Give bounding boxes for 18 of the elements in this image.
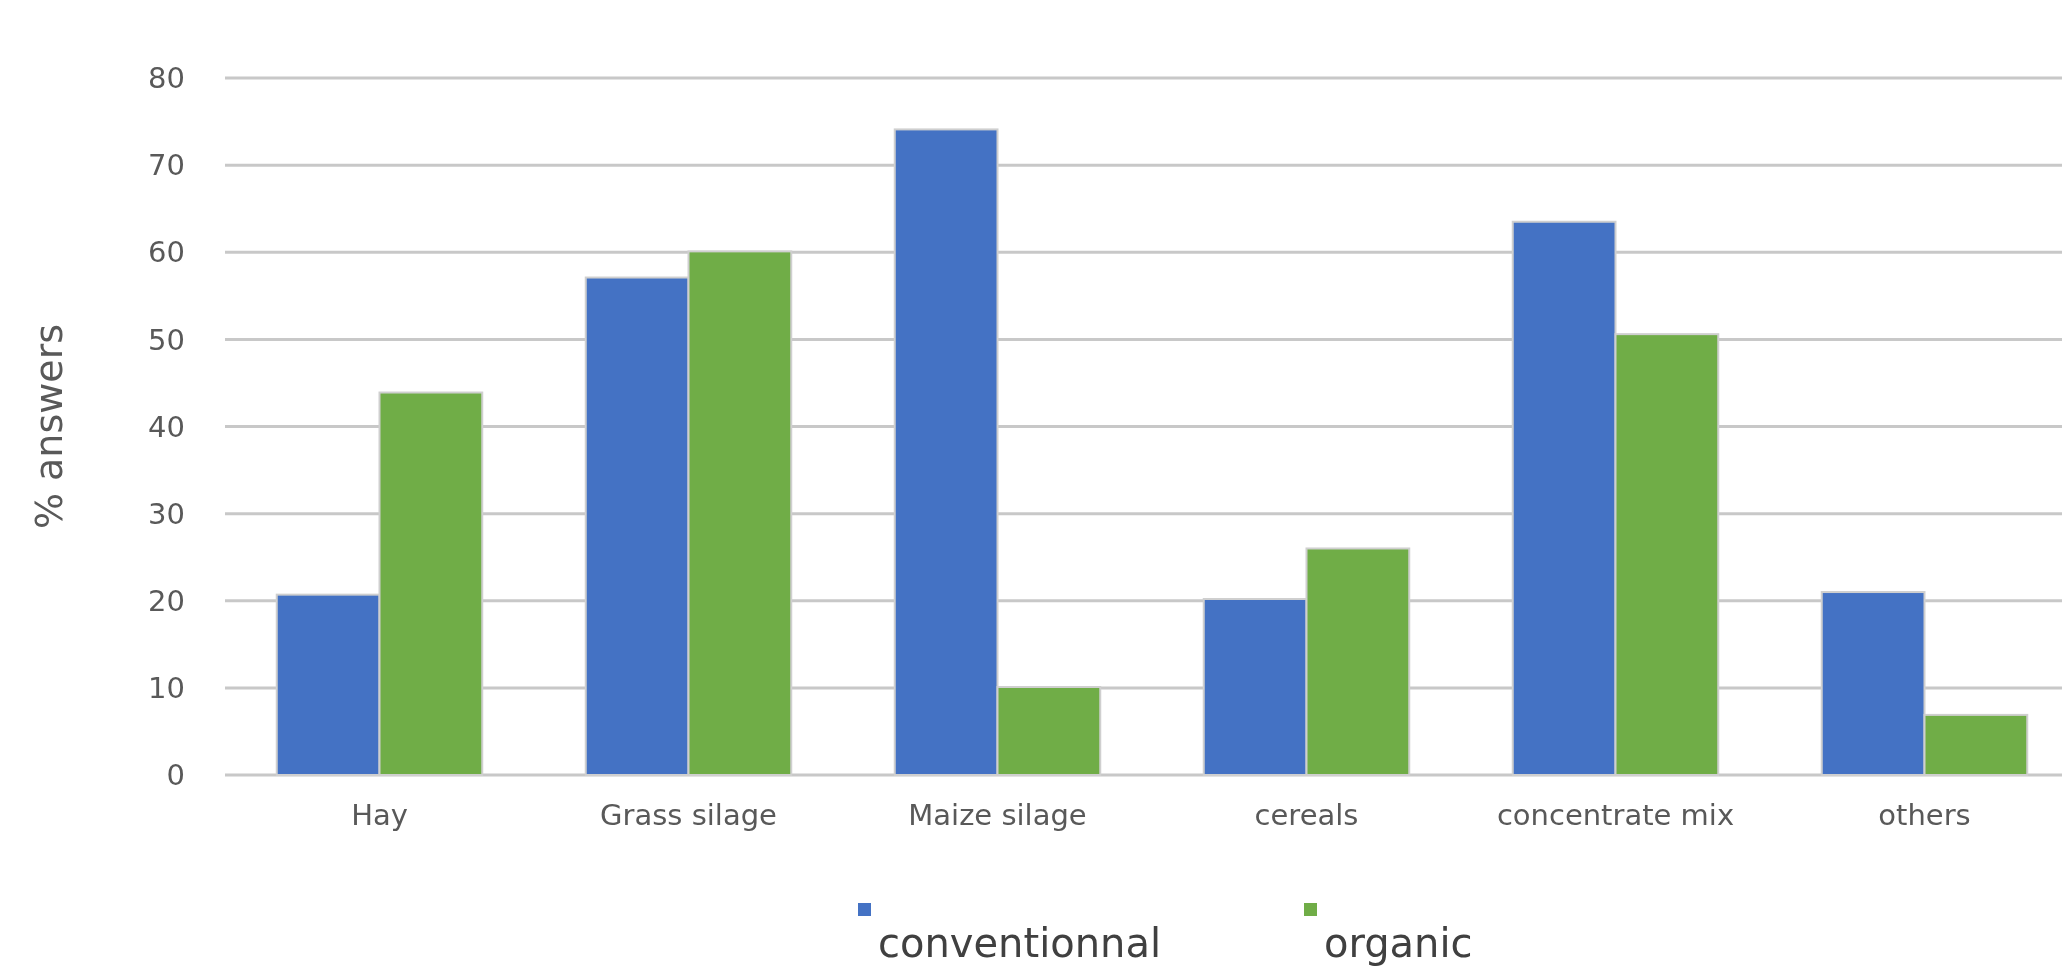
y-tick-label: 70 xyxy=(148,148,185,183)
x-tick-label: concentrate mix xyxy=(1496,798,1735,832)
y-axis-title: % answers xyxy=(27,323,71,530)
y-tick-label: 60 xyxy=(148,235,185,270)
y-tick-label: 50 xyxy=(148,322,185,357)
x-tick-label: Hay xyxy=(351,798,408,832)
legend-label: organic xyxy=(1324,920,1473,966)
x-tick-label: cereals xyxy=(1254,798,1359,832)
x-tick-label: Grass silage xyxy=(600,798,777,832)
x-tick-label: others xyxy=(1878,798,1971,832)
y-tick-label: 40 xyxy=(148,409,185,444)
legend-label: conventionnal xyxy=(878,920,1162,966)
y-tick-label: 80 xyxy=(148,61,185,96)
y-tick-label: 0 xyxy=(166,758,185,793)
y-tick-label: 10 xyxy=(148,671,185,706)
x-tick-label: Maize silage xyxy=(908,798,1087,832)
y-tick-label: 30 xyxy=(148,496,185,531)
y-tick-label: 20 xyxy=(148,583,185,618)
